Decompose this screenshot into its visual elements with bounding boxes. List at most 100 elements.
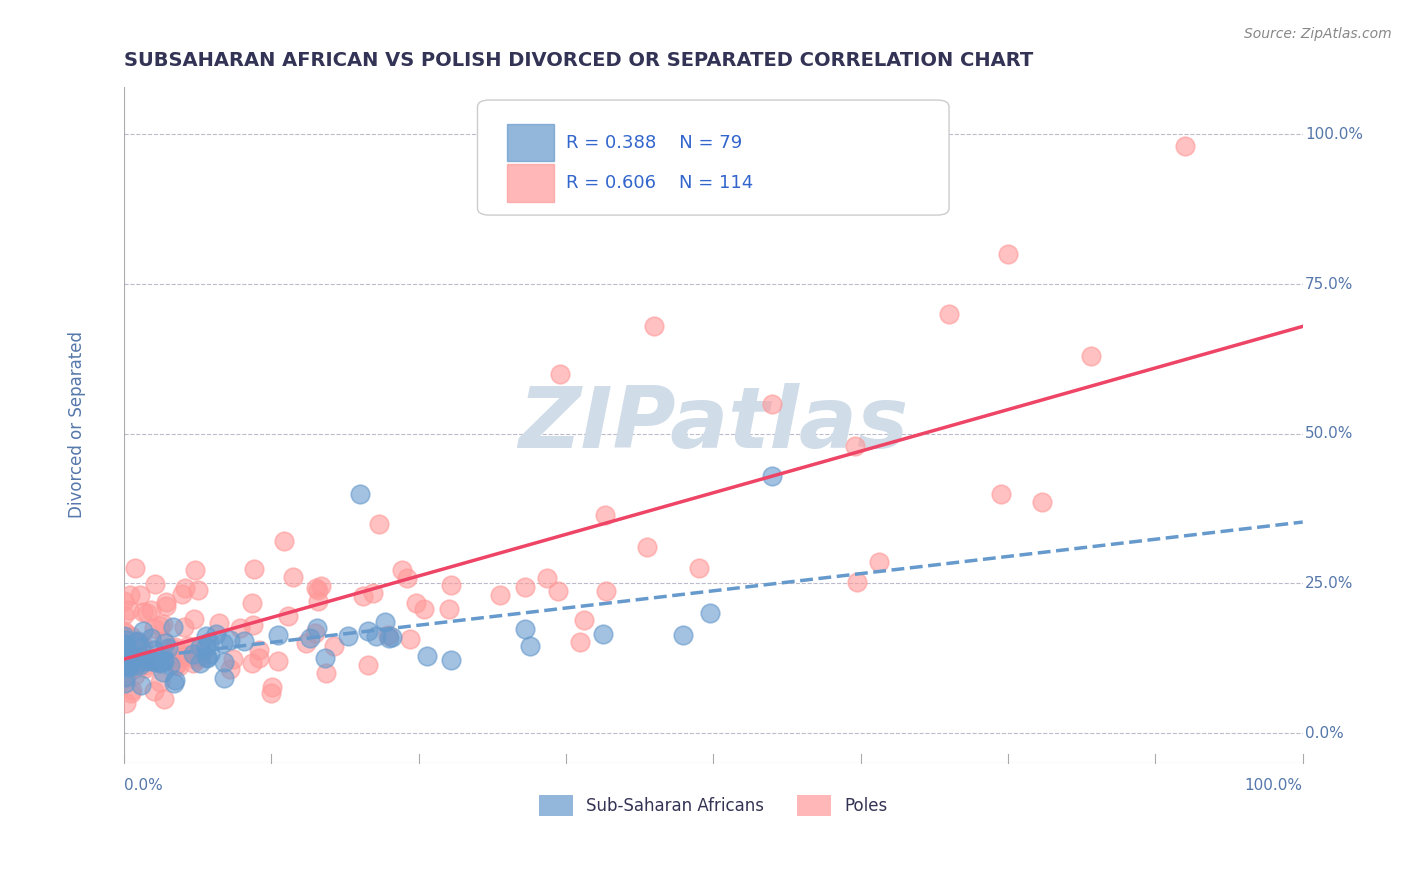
Point (170, 587, 193, 601)
Point (183, 612, 205, 626)
Point (439, 601, 461, 615)
Point (440, 578, 463, 592)
Point (145, 577, 167, 591)
Point (135, 661, 157, 675)
Point (356, 657, 378, 672)
Point (166, 657, 188, 671)
Point (112, 637, 135, 651)
Point (112, 646, 135, 660)
Point (129, 648, 152, 663)
Point (122, 650, 145, 665)
Bar (508, 164, 554, 202)
FancyBboxPatch shape (478, 100, 949, 215)
Point (114, 647, 136, 661)
Point (149, 619, 172, 633)
Point (357, 624, 380, 639)
Point (174, 582, 197, 596)
Text: Divorced or Separated: Divorced or Separated (67, 331, 86, 518)
Point (405, 596, 427, 610)
Point (114, 665, 136, 679)
Point (195, 650, 218, 665)
Point (142, 654, 165, 668)
Point (188, 640, 211, 654)
Point (247, 650, 270, 665)
Point (124, 652, 146, 666)
Point (114, 676, 136, 690)
Point (173, 620, 195, 634)
Point (129, 658, 152, 673)
Point (153, 691, 176, 706)
Point (336, 629, 359, 643)
Point (153, 654, 176, 668)
Point (125, 635, 148, 649)
Point (844, 439, 866, 453)
Point (131, 624, 153, 638)
Point (643, 318, 665, 333)
Point (139, 603, 162, 617)
Point (283, 570, 305, 584)
Point (128, 588, 150, 602)
Point (595, 508, 617, 523)
Point (155, 595, 177, 609)
Point (267, 654, 290, 668)
Point (112, 607, 135, 622)
Point (112, 637, 135, 651)
Point (187, 582, 209, 597)
Point (1080, 349, 1102, 363)
Point (513, 580, 536, 594)
Point (115, 644, 138, 658)
Point (307, 582, 329, 597)
Point (260, 686, 283, 700)
Point (273, 533, 295, 548)
Point (135, 654, 157, 668)
Point (121, 682, 143, 697)
Point (391, 562, 413, 576)
Point (117, 636, 139, 650)
Legend: Sub-Saharan Africans, Poles: Sub-Saharan Africans, Poles (533, 789, 894, 822)
Point (112, 671, 135, 685)
Point (139, 631, 162, 645)
Point (160, 641, 183, 656)
Point (118, 649, 141, 664)
Point (761, 397, 783, 411)
Point (672, 627, 695, 641)
Point (114, 667, 136, 681)
Point (112, 651, 135, 665)
Point (990, 486, 1012, 500)
Point (112, 648, 135, 662)
Point (198, 634, 221, 648)
Point (114, 666, 136, 681)
Point (267, 628, 290, 642)
Point (240, 657, 263, 671)
Point (242, 562, 264, 576)
Point (112, 657, 135, 671)
Point (155, 599, 177, 614)
Point (205, 626, 228, 640)
Point (122, 662, 145, 676)
Text: SUBSAHARAN AFRICAN VS POLISH DIVORCED OR SEPARATED CORRELATION CHART: SUBSAHARAN AFRICAN VS POLISH DIVORCED OR… (124, 51, 1033, 70)
Point (1174, 139, 1197, 153)
Point (167, 658, 190, 673)
Point (176, 640, 198, 654)
Point (153, 636, 176, 650)
Point (128, 635, 150, 649)
Point (129, 655, 152, 669)
Point (165, 673, 187, 687)
Point (513, 622, 536, 636)
Point (636, 540, 658, 554)
Point (180, 640, 202, 654)
Point (120, 686, 142, 700)
Point (120, 589, 142, 603)
Point (184, 653, 207, 667)
Point (194, 640, 217, 655)
Point (322, 639, 344, 653)
Text: 0.0%: 0.0% (1305, 726, 1344, 740)
Point (165, 640, 187, 655)
Point (1031, 495, 1053, 509)
Point (548, 367, 571, 381)
Point (143, 653, 166, 667)
Point (367, 516, 389, 531)
Point (117, 657, 139, 672)
Point (489, 588, 512, 602)
Point (314, 651, 336, 665)
